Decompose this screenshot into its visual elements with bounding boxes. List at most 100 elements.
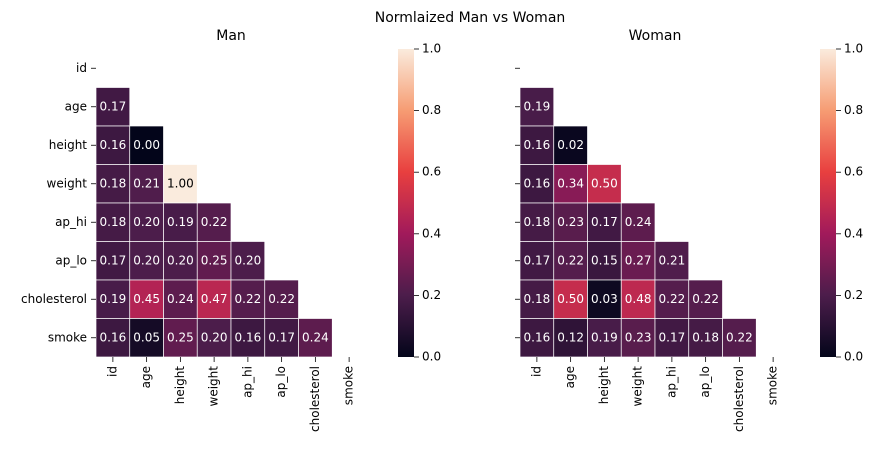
cell-label: 0.25 xyxy=(201,253,228,267)
heatmap-cell xyxy=(620,318,656,358)
x-tick-label: smoke xyxy=(766,366,780,405)
colorbar xyxy=(398,49,414,357)
x-tick-label: age xyxy=(139,366,153,388)
chart-title: Woman xyxy=(629,28,682,44)
heatmap-cell xyxy=(196,202,232,242)
colorbar-tick-label: 0.6 xyxy=(844,165,863,179)
heatmap-cell xyxy=(129,202,164,242)
y-tick-label: height xyxy=(49,138,88,152)
cell-label: 0.24 xyxy=(625,215,652,229)
x-tick-label: age xyxy=(563,366,577,388)
heatmap-cell xyxy=(620,241,656,281)
cell-label: 0.16 xyxy=(235,330,262,344)
cell-label: 0.22 xyxy=(557,253,584,267)
cell-label: 0.17 xyxy=(268,330,295,344)
heatmap-cell xyxy=(519,87,555,127)
cell-label: 0.16 xyxy=(100,138,127,152)
cell-label: 0.15 xyxy=(591,253,618,267)
heatmap-cell xyxy=(587,318,622,358)
colorbar-tick-label: 0.6 xyxy=(422,165,441,179)
x-tick-label: weight xyxy=(631,366,645,407)
cell-label: 0.34 xyxy=(557,176,584,190)
heatmap-cell xyxy=(264,279,299,319)
cell-label: 0.50 xyxy=(591,176,618,190)
colorbar xyxy=(820,49,836,357)
cell-label: 0.48 xyxy=(625,292,652,306)
cell-label: 0.20 xyxy=(235,253,262,267)
heatmap-cell xyxy=(129,241,164,281)
cell-label: 0.22 xyxy=(201,215,228,229)
cell-label: 0.03 xyxy=(591,292,618,306)
x-tick-label: smoke xyxy=(342,366,356,405)
heatmap-cell xyxy=(95,125,131,165)
cell-label: 0.17 xyxy=(100,99,127,113)
colorbar-tick-label: 0.8 xyxy=(844,103,863,117)
heatmap-cell xyxy=(196,279,232,319)
cell-label: 0.25 xyxy=(167,330,194,344)
heatmap-cell xyxy=(654,279,690,319)
x-tick-label: weight xyxy=(207,366,221,407)
cell-label: 1.00 xyxy=(167,176,194,190)
y-tick-label: weight xyxy=(47,176,88,190)
heatmap-cell xyxy=(129,125,164,165)
heatmap-cell xyxy=(620,279,656,319)
cell-label: 0.18 xyxy=(524,215,551,229)
cell-label: 0.18 xyxy=(100,215,127,229)
cell-label: 0.19 xyxy=(524,99,551,113)
colorbar-tick-label: 0.2 xyxy=(422,288,441,302)
cell-label: 0.23 xyxy=(557,215,584,229)
heatmap-cell xyxy=(129,279,164,319)
colorbar-tick-label: 0.0 xyxy=(844,350,863,364)
cell-label: 0.21 xyxy=(133,176,160,190)
cell-label: 0.27 xyxy=(625,253,652,267)
heatmap-cell xyxy=(129,318,164,358)
heatmap-cell xyxy=(519,279,555,319)
x-tick-label: cholesterol xyxy=(732,366,746,432)
cell-label: 0.00 xyxy=(133,138,160,152)
y-tick-label: ap_lo xyxy=(55,253,87,267)
cell-label: 0.45 xyxy=(133,292,160,306)
cell-label: 0.16 xyxy=(100,330,127,344)
heatmap-cell xyxy=(163,279,198,319)
heatmap-cell xyxy=(654,241,690,281)
x-tick-label: height xyxy=(597,366,611,405)
heatmap-cell xyxy=(688,318,723,358)
heatmap-cell xyxy=(95,318,131,358)
cell-label: 0.18 xyxy=(100,176,127,190)
cell-label: 0.50 xyxy=(557,292,584,306)
cell-label: 0.22 xyxy=(235,292,262,306)
cell-label: 0.16 xyxy=(524,330,551,344)
y-tick-label: ap_hi xyxy=(55,215,87,229)
cell-label: 0.18 xyxy=(692,330,719,344)
x-tick-label: ap_lo xyxy=(698,366,712,398)
x-tick-label: id xyxy=(529,366,543,377)
y-tick-label: smoke xyxy=(48,330,87,344)
cell-label: 0.20 xyxy=(133,215,160,229)
colorbar-tick-label: 0.0 xyxy=(422,350,441,364)
cell-label: 0.16 xyxy=(524,138,551,152)
y-tick-label: age xyxy=(65,99,87,113)
cell-label: 0.20 xyxy=(167,253,194,267)
x-tick-label: id xyxy=(105,366,119,377)
cell-label: 0.17 xyxy=(659,330,686,344)
x-tick-label: ap_hi xyxy=(240,366,254,398)
colorbar-tick-label: 0.8 xyxy=(422,103,441,117)
heatmap-cell xyxy=(230,279,266,319)
cell-label: 0.18 xyxy=(524,292,551,306)
heatmap-cell xyxy=(196,318,232,358)
cell-label: 0.22 xyxy=(726,330,753,344)
cell-label: 0.19 xyxy=(100,292,127,306)
cell-label: 0.19 xyxy=(167,215,194,229)
y-tick-label: id xyxy=(76,61,87,75)
cell-label: 0.19 xyxy=(591,330,618,344)
cell-label: 0.12 xyxy=(557,330,584,344)
cell-label: 0.17 xyxy=(524,253,551,267)
colorbar-tick-label: 0.4 xyxy=(844,226,863,240)
colorbar-tick-label: 1.0 xyxy=(422,42,441,56)
cell-label: 0.02 xyxy=(557,138,584,152)
cell-label: 0.21 xyxy=(659,253,686,267)
figure-title: Normlaized Man vs Woman xyxy=(375,10,566,26)
heatmap-cell xyxy=(163,164,198,204)
heatmap-cell xyxy=(519,318,555,358)
